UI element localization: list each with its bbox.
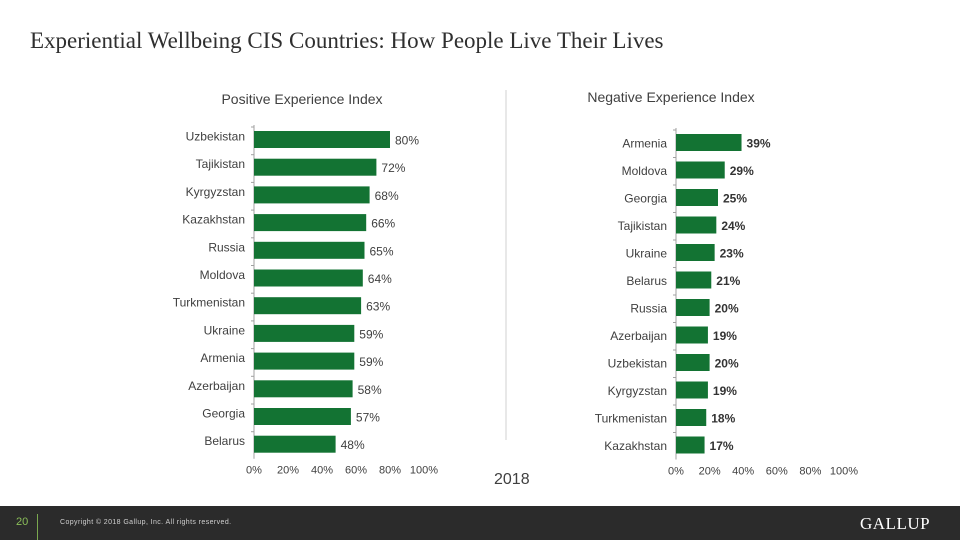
copyright-text: Copyright © 2018 Gallup, Inc. All rights… [60,519,232,526]
category-label: Kyrgyzstan [608,384,667,398]
data-label: 23% [720,247,744,261]
bar-moldova [676,161,725,179]
category-label: Ukraine [626,247,668,261]
footer: 20 Copyright © 2018 Gallup, Inc. All rig… [0,506,960,540]
data-label: 58% [358,383,382,397]
gallup-logo: GALLUP [860,514,931,533]
data-label: 21% [716,274,740,288]
bar-azerbaijan [676,326,708,344]
page-title: Experiential Wellbeing CIS Countries: Ho… [30,28,664,53]
category-label: Georgia [202,407,245,421]
category-label: Turkmenistan [173,296,245,310]
data-label: 65% [370,244,394,258]
bar-kazakhstan [254,214,367,232]
x-tick-label: 20% [277,465,299,477]
bar-armenia [254,352,355,370]
bar-turkmenistan [676,409,707,426]
x-tick-label: 40% [311,465,333,477]
data-label: 19% [713,384,737,398]
bar-kazakhstan [676,436,705,454]
bar-tajikistan [254,158,377,176]
category-label: Georgia [624,192,667,206]
data-label: 19% [713,329,737,343]
bar-uzbekistan [254,131,390,148]
data-label: 64% [368,272,392,286]
category-label: Kazakhstan [182,213,245,227]
category-label: Kyrgyzstan [186,185,245,199]
category-label: Uzbekistan [186,130,245,144]
x-tick-label: 0% [246,465,262,477]
category-label: Azerbaijan [188,379,245,393]
x-tick-label: 100% [830,466,858,478]
bar-uzbekistan [676,354,710,371]
data-label: 18% [711,412,735,426]
data-label: 57% [356,411,380,425]
x-tick-label: 20% [699,466,721,478]
x-tick-label: 100% [410,465,438,477]
category-label: Russia [630,302,667,316]
bar-azerbaijan [254,380,353,398]
category-label: Tajikistan [196,157,245,171]
x-tick-label: 60% [345,465,367,477]
x-tick-label: 80% [379,465,401,477]
bar-georgia [254,408,351,425]
data-label: 63% [366,300,390,314]
data-label: 48% [341,438,365,452]
x-tick-label: 80% [799,466,821,478]
panel-title-0: Positive Experience Index [221,91,382,107]
bar-tajikistan [676,216,717,234]
data-label: 66% [371,217,395,231]
category-label: Kazakhstan [604,439,667,453]
x-tick-label: 60% [766,466,788,478]
x-tick-label: 40% [732,466,754,478]
bar-belarus [676,271,712,289]
category-label: Armenia [200,351,245,365]
bar-kyrgyzstan [254,186,370,204]
category-label: Ukraine [204,323,246,337]
category-label: Belarus [204,434,245,448]
data-label: 68% [375,189,399,203]
data-label: 59% [359,327,383,341]
category-label: Turkmenistan [595,412,667,426]
category-label: Moldova [622,164,668,178]
category-label: Tajikistan [618,219,667,233]
data-label: 80% [395,134,419,148]
bar-charts: Positive Experience Index Uzbekistan 80% Ta… [173,89,859,478]
data-label: 20% [715,302,739,316]
category-label: Belarus [626,274,667,288]
data-label: 20% [715,357,739,371]
year-label: 2018 [494,471,530,488]
category-label: Uzbekistan [608,357,667,371]
bar-russia [676,299,710,316]
footer-divider [37,514,38,540]
bar-ukraine [676,244,715,261]
page-number: 20 [16,516,29,528]
category-label: Azerbaijan [610,329,667,343]
panel-title-1: Negative Experience Index [587,89,754,105]
data-label: 72% [381,161,405,175]
bar-armenia [676,134,742,151]
data-label: 59% [359,355,383,369]
category-label: Russia [208,240,245,254]
category-label: Armenia [622,137,667,151]
bar-belarus [254,435,336,453]
bar-russia [254,241,365,259]
category-label: Moldova [200,268,246,282]
bar-georgia [676,189,718,206]
bar-ukraine [254,324,355,342]
data-label: 17% [710,439,734,453]
bar-kyrgyzstan [676,381,708,399]
bar-moldova [254,269,363,287]
data-label: 25% [723,192,747,206]
data-label: 24% [721,219,745,233]
x-tick-label: 0% [668,466,684,478]
data-label: 29% [730,164,754,178]
bar-turkmenistan [254,297,362,315]
data-label: 39% [747,137,771,151]
